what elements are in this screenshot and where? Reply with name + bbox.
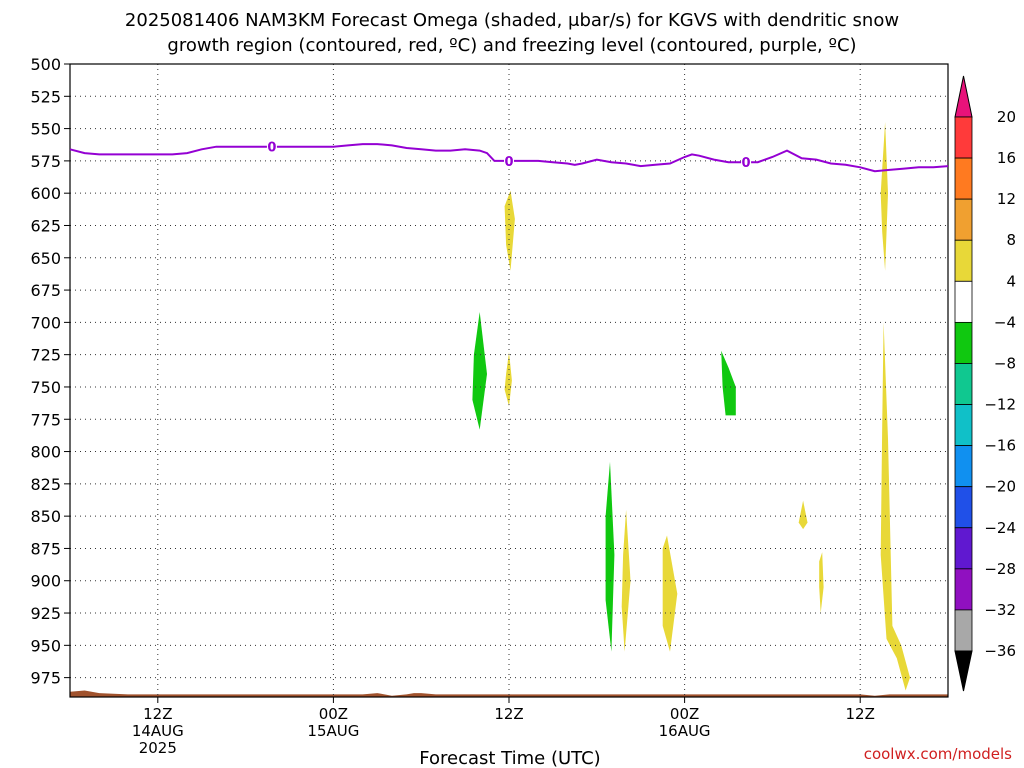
y-tick-label-825: 825 bbox=[30, 475, 61, 494]
y-tick-label-925: 925 bbox=[30, 604, 61, 623]
x-tick-label: 2025 bbox=[139, 739, 177, 757]
x-axis-label: Forecast Time (UTC) bbox=[419, 748, 600, 768]
y-tick-label-950: 950 bbox=[30, 636, 61, 655]
freezing-label-bg bbox=[504, 153, 514, 167]
colorbar-segment-12 bbox=[954, 609, 973, 652]
x-tick-label: 16AUG bbox=[659, 722, 711, 740]
y-tick-label-850: 850 bbox=[30, 507, 61, 526]
colorbar-label: −32 bbox=[984, 601, 1016, 619]
omega-region-4 bbox=[621, 509, 631, 652]
x-tick-label: 00Z bbox=[670, 705, 699, 723]
colorbar-segment-9 bbox=[954, 486, 973, 529]
y-tick-label-575: 575 bbox=[30, 152, 61, 171]
omega-region-3 bbox=[605, 461, 615, 652]
colorbar-segment-4 bbox=[954, 280, 973, 323]
colorbar-label: −4 bbox=[994, 313, 1016, 331]
freezing-level-label-2: 0 bbox=[742, 156, 751, 171]
x-tick-label: 12Z bbox=[143, 705, 172, 723]
colorbar-segment-5 bbox=[954, 321, 973, 364]
colorbar-label: −20 bbox=[984, 478, 1016, 496]
omega-colorbar: 20 16 12 8 4 −4 −8 −12 −16 −20 −24 −28 −32 −36 bbox=[954, 75, 1016, 692]
y-tick-label-750: 750 bbox=[30, 378, 61, 397]
colorbar-label: 20 bbox=[997, 108, 1016, 126]
x-tick-label: 15AUG bbox=[307, 722, 359, 740]
colorbar-label: 8 bbox=[1006, 231, 1016, 249]
colorbar-segment-10 bbox=[954, 527, 973, 570]
colorbar-label: −12 bbox=[984, 396, 1016, 414]
colorbar-label: 12 bbox=[997, 190, 1016, 208]
y-tick-label-975: 975 bbox=[30, 669, 61, 688]
credit-link[interactable]: coolwx.com/models bbox=[864, 745, 1012, 763]
y-tick-label-550: 550 bbox=[30, 120, 61, 139]
x-tick-label: 12Z bbox=[494, 705, 523, 723]
freezing-label-bg bbox=[266, 139, 277, 153]
y-tick-label-700: 700 bbox=[30, 313, 61, 332]
freezing-label-bg bbox=[741, 155, 752, 169]
y-tick-label-525: 525 bbox=[30, 87, 61, 106]
colorbar-label: 16 bbox=[997, 149, 1016, 167]
y-tick-label-500: 500 bbox=[30, 55, 61, 74]
omega-region-5 bbox=[662, 535, 678, 652]
terrain-fill bbox=[70, 690, 948, 697]
chart-title-line2: growth region (contoured, red, ºC) and f… bbox=[167, 35, 856, 56]
colorbar-top-arrow bbox=[954, 75, 973, 118]
colorbar-label: −24 bbox=[984, 519, 1016, 537]
omega-region-9 bbox=[880, 122, 888, 271]
omega-region-8 bbox=[819, 552, 824, 613]
x-tick-label: 14AUG bbox=[132, 722, 184, 740]
colorbar-segment-3 bbox=[954, 239, 973, 282]
y-tick-label-725: 725 bbox=[30, 346, 61, 365]
colorbar-label: −8 bbox=[994, 354, 1016, 372]
y-tick-label-800: 800 bbox=[30, 443, 61, 462]
colorbar-segment-11 bbox=[954, 568, 973, 611]
y-tick-label-775: 775 bbox=[30, 410, 61, 429]
colorbar-label: −28 bbox=[984, 560, 1016, 578]
omega-region-0 bbox=[504, 190, 515, 271]
colorbar-label: 4 bbox=[1006, 272, 1016, 290]
colorbar-segment-1 bbox=[954, 157, 973, 200]
pressure-axis: 500 525 550 575 600 625 650 675 700 725 750 775 800 8… bbox=[30, 55, 70, 688]
colorbar-label: −16 bbox=[984, 437, 1016, 455]
freezing-level-contour: 0 0 0 bbox=[69, 139, 949, 173]
y-tick-label-625: 625 bbox=[30, 216, 61, 235]
omega-region-10 bbox=[880, 322, 910, 691]
colorbar-segment-7 bbox=[954, 404, 973, 447]
omega-region-1 bbox=[504, 352, 512, 407]
x-tick-label: 00Z bbox=[319, 705, 348, 723]
freezing-level-line bbox=[69, 143, 949, 173]
x-tick-label: 12Z bbox=[846, 705, 875, 723]
y-tick-label-650: 650 bbox=[30, 249, 61, 268]
y-tick-label-675: 675 bbox=[30, 281, 61, 300]
colorbar-segment-0 bbox=[954, 116, 973, 159]
y-tick-label-875: 875 bbox=[30, 539, 61, 558]
y-tick-label-600: 600 bbox=[30, 184, 61, 203]
colorbar-bottom-arrow bbox=[954, 650, 973, 692]
omega-region-6 bbox=[721, 350, 736, 416]
colorbar-segment-2 bbox=[954, 198, 973, 241]
freezing-level-label-0: 0 bbox=[267, 141, 276, 156]
y-tick-label-900: 900 bbox=[30, 572, 61, 591]
colorbar-label: −36 bbox=[984, 642, 1016, 660]
omega-region-2 bbox=[472, 312, 487, 430]
colorbar-segment-8 bbox=[954, 445, 973, 488]
freezing-level-label-1: 0 bbox=[504, 155, 513, 170]
colorbar-segment-6 bbox=[954, 363, 973, 405]
chart-title-line1: 2025081406 NAM3KM Forecast Omega (shaded… bbox=[125, 10, 899, 31]
omega-region-7 bbox=[798, 500, 808, 530]
